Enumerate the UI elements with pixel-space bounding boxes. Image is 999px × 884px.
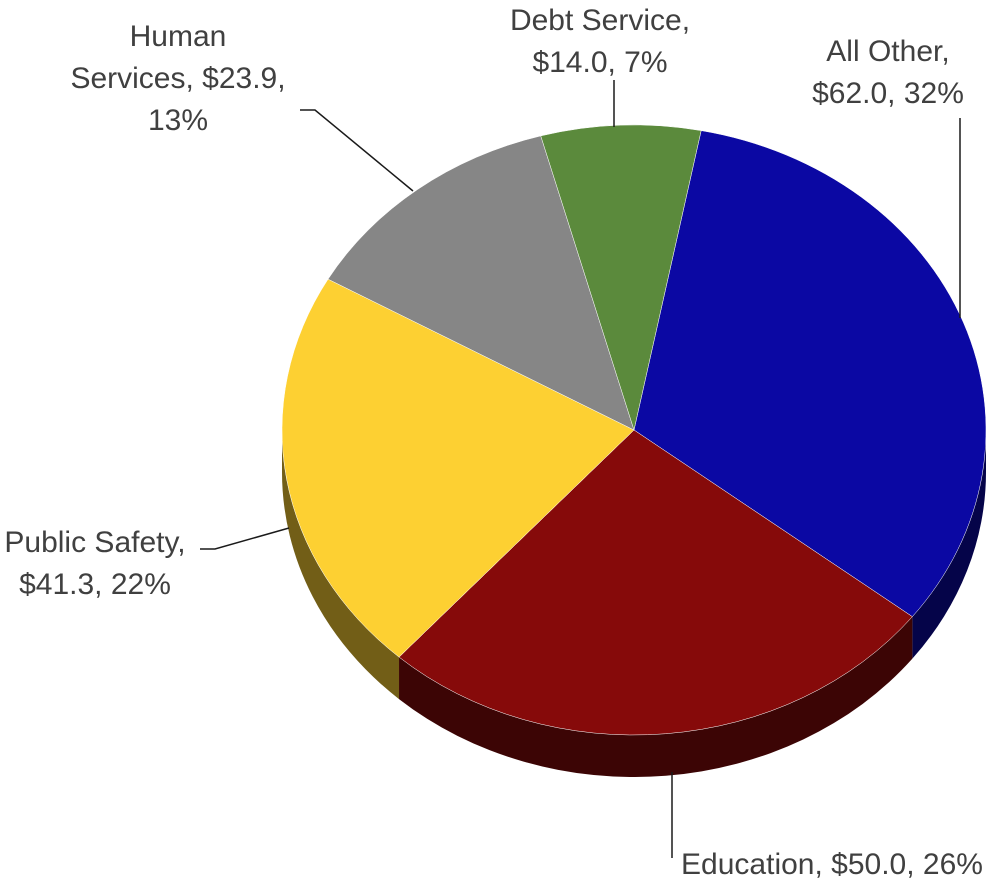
- data-label-education: Education, $50.0, 26%: [681, 848, 983, 881]
- leader-lines: [200, 80, 961, 858]
- data-label-debt-service: Debt Service, $14.0, 7%: [510, 4, 690, 79]
- pie-slice-public-safety: [281, 278, 635, 658]
- pie-slices: [281, 124, 987, 736]
- pie-slice-human-services: [327, 135, 635, 431]
- pie-slice-debt-service: [540, 124, 702, 431]
- pie-slice-all-other: [633, 130, 987, 617]
- data-labels: All Other, $62.0, 32% Education, $50.0, 26…: [4, 4, 983, 881]
- pie-slice-education: [398, 429, 913, 736]
- pie-side-all-other: [912, 430, 986, 659]
- data-label-public-safety: Public Safety, $41.3, 22%: [4, 526, 185, 601]
- leader-line-public-safety: [200, 527, 290, 550]
- data-label-all-other: All Other, $62.0, 32%: [812, 35, 964, 110]
- data-label-human-services: Human Services, $23.9, 13%: [70, 20, 285, 137]
- leader-line-human-services: [300, 109, 414, 192]
- pie-side-education: [399, 616, 913, 777]
